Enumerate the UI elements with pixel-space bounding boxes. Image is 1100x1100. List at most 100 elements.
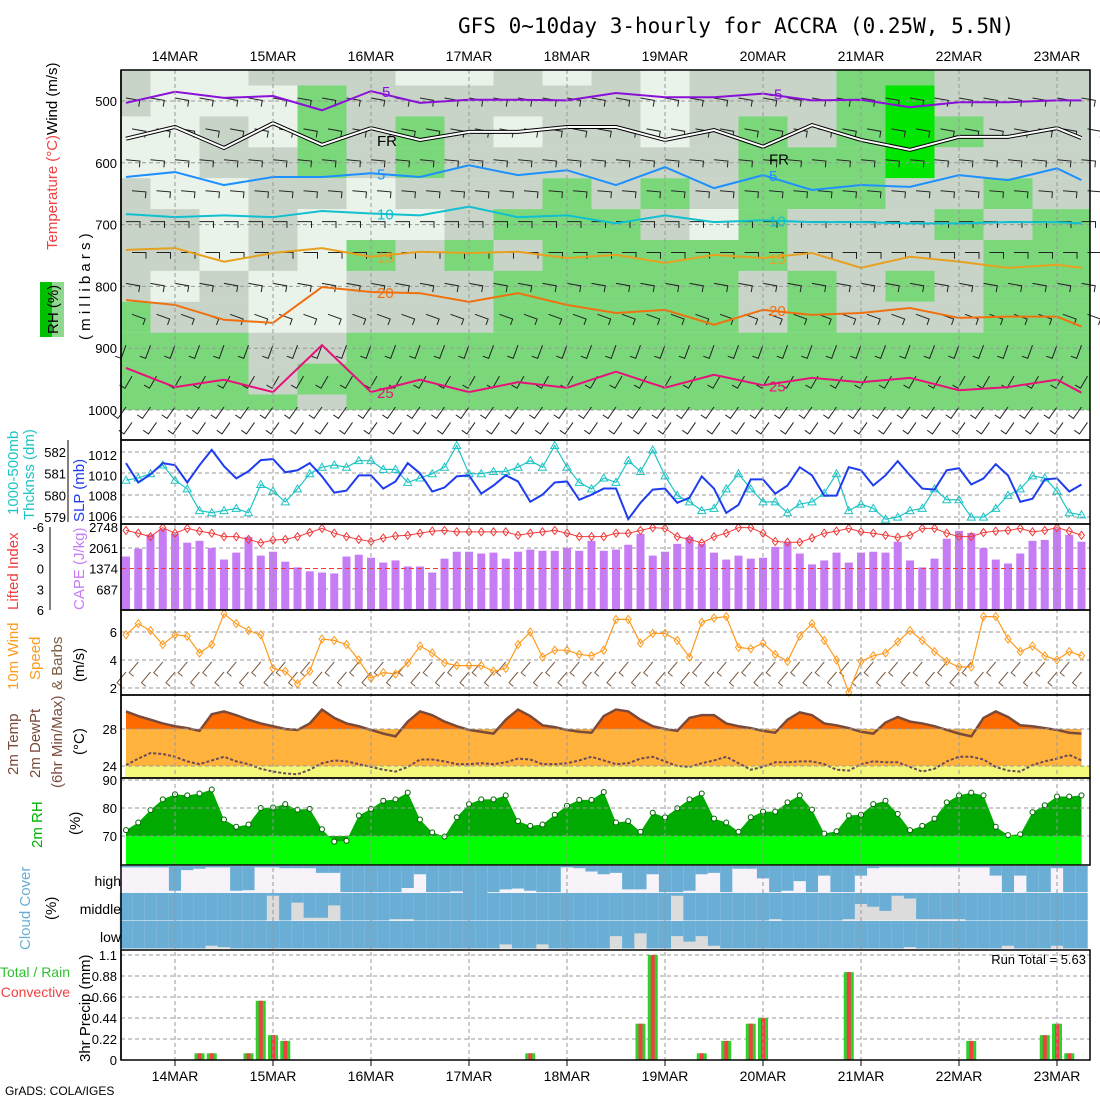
- wind-barb: [333, 406, 347, 420]
- wind-barb: [303, 252, 318, 259]
- thickness-point: [990, 503, 1001, 512]
- cape-bar: [599, 550, 608, 610]
- cloud-bar-middle: [536, 893, 549, 921]
- cloud-bar-low: [830, 921, 843, 949]
- wind-barb: [161, 406, 176, 420]
- wind-barb: [872, 406, 886, 420]
- cape-bar: [232, 552, 241, 610]
- cloud-bar-low: [965, 921, 978, 949]
- li-point: [232, 531, 240, 542]
- cape-bar: [661, 551, 669, 610]
- wind-barb: [321, 282, 337, 293]
- wind10m-barb: [900, 671, 911, 687]
- wind-barb: [689, 97, 704, 107]
- cloud-bar-middle: [193, 893, 206, 921]
- wind-speed-point: [710, 613, 718, 623]
- wind-barb: [896, 406, 911, 420]
- cloud-bar-high: [683, 866, 696, 891]
- thickness-point: [623, 455, 634, 465]
- wind-barb: [286, 345, 298, 359]
- cloud-bar-middle: [928, 893, 941, 920]
- cloud-bar-low: [744, 921, 757, 949]
- wind-speed-point: [698, 617, 706, 628]
- cloud-bar-middle: [303, 893, 316, 918]
- wind-barb: [934, 221, 949, 228]
- wind-speed-point: [404, 657, 412, 668]
- cloud-bar-middle: [205, 893, 218, 921]
- rh-area: [126, 789, 1082, 842]
- thickness-point: [941, 494, 952, 504]
- wind10m-barb: [569, 661, 580, 677]
- wind-barb: [510, 422, 525, 435]
- li-point: [183, 523, 191, 534]
- rh-point: [245, 821, 252, 828]
- wind-barb: [707, 375, 721, 389]
- cloud-bar-low: [928, 921, 941, 949]
- cape-bar: [1028, 540, 1037, 610]
- rh2m-label: 2m RH: [29, 801, 46, 848]
- cloud-bar-high: [658, 866, 672, 893]
- wind-speed-point: [477, 660, 485, 671]
- cloud-bar-high: [389, 866, 402, 893]
- rh-point: [698, 790, 705, 797]
- cape-bar: [477, 553, 486, 610]
- cape-bar: [832, 552, 841, 610]
- wind10m-barb: [128, 661, 139, 677]
- wind-barb: [664, 282, 680, 293]
- thickness-point: [304, 468, 315, 478]
- temp2m-label: 2m Temp: [5, 714, 22, 775]
- wind-barb: [511, 375, 525, 389]
- cloud-bar-high: [536, 866, 549, 893]
- li-point: [808, 533, 816, 543]
- wind-barb: [744, 128, 759, 138]
- cloud-bar-middle: [830, 893, 843, 921]
- cape-bar: [293, 567, 302, 610]
- wind-barb: [682, 422, 696, 435]
- wind10m-barb: [790, 661, 801, 677]
- cape-bar: [1065, 534, 1074, 610]
- rh-unit-label: (%): [67, 812, 84, 835]
- rh-point: [527, 822, 534, 829]
- thickness-point: [1064, 507, 1075, 517]
- wind-barb: [272, 159, 288, 168]
- wind-barb: [584, 422, 598, 435]
- wind-barb: [915, 128, 931, 138]
- li-point: [673, 531, 681, 542]
- li-point: [943, 528, 951, 539]
- wind-barb: [615, 159, 631, 168]
- cloud-bar-high: [609, 866, 623, 873]
- wind10m-barb: [618, 661, 629, 677]
- li-point: [453, 526, 461, 537]
- slp-tick-label: 1010: [88, 468, 117, 483]
- cloud-bar-middle: [1063, 893, 1076, 921]
- wind-barb: [664, 159, 680, 168]
- wind-barb: [248, 221, 263, 228]
- rh-cell: [121, 70, 151, 86]
- cloud-clear-middle: [671, 893, 684, 921]
- cloud-bar-low: [328, 921, 341, 949]
- cloud-bar-high: [842, 866, 855, 893]
- li-point: [563, 528, 571, 539]
- cloud-bar-middle: [119, 893, 133, 921]
- wind-barb: [542, 159, 557, 168]
- wind10m-barb: [961, 661, 972, 677]
- wind-barb: [915, 190, 931, 199]
- cape-bar: [624, 544, 633, 610]
- cape-bar: [795, 553, 804, 610]
- wind-speed-point: [1041, 650, 1049, 661]
- wind-barb: [531, 345, 543, 359]
- li-point: [967, 531, 975, 542]
- temp-panel: [121, 707, 1090, 778]
- wind-speed-point: [967, 662, 975, 672]
- cloud-bar-middle: [524, 893, 537, 921]
- cape-tick-label: 2061: [89, 541, 118, 556]
- rh-cell: [199, 394, 249, 410]
- li-point: [306, 527, 314, 538]
- cape-bar: [305, 571, 314, 610]
- cloud-bar-high: [830, 866, 843, 893]
- li-point: [440, 525, 449, 536]
- rh-cell: [885, 301, 935, 333]
- wind-barb: [891, 252, 906, 259]
- rh-low-band: [126, 836, 1082, 865]
